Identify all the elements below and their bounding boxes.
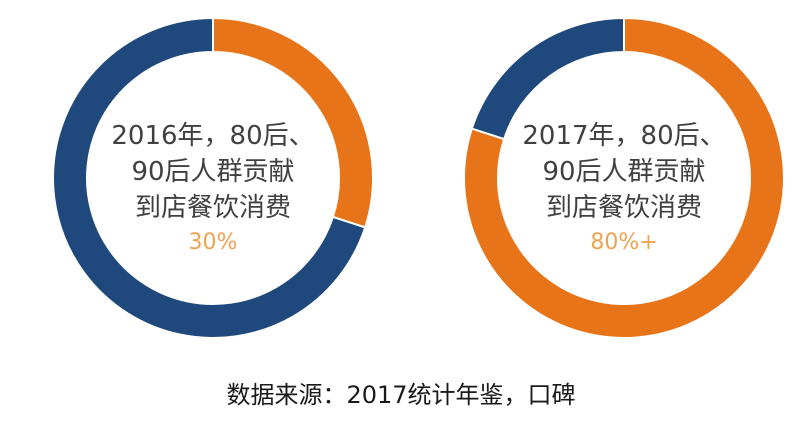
donut-2017-svg [464,18,784,338]
donut-chart-2017: 2017年，80后、 90后人群贡献 到店餐饮消费 80%+ [464,18,784,338]
donut-2017-center-text: 2017年，80后、 90后人群贡献 到店餐饮消费 80%+ [464,118,784,258]
donut-2017-label-line-2: 90后人群贡献 [542,157,706,187]
donut-2017-slice-0 [464,18,784,338]
donut-2016-svg [53,18,373,338]
donut-2016-label-line-3: 到店餐饮消费 [134,193,291,223]
donut-2017-value: 80%+ [590,230,658,255]
donut-2016-value: 30% [188,230,238,255]
source-caption: 数据来源：2017统计年鉴，口碑 [226,381,576,409]
donut-2016-label-line-2: 90后人群贡献 [131,157,295,187]
donut-2017-label-line-1: 2017年，80后、 [522,121,726,151]
donut-2017-slice-1 [470,18,625,141]
donut-2016-slice-1 [53,18,367,338]
donut-2017-label-line-3: 到店餐饮消费 [545,193,702,223]
donut-2016-center-text: 2016年，80后、 90后人群贡献 到店餐饮消费 30% [53,118,373,258]
donut-chart-2016: 2016年，80后、 90后人群贡献 到店餐饮消费 30% [53,18,373,338]
donut-2016-label-line-1: 2016年，80后、 [111,121,315,151]
